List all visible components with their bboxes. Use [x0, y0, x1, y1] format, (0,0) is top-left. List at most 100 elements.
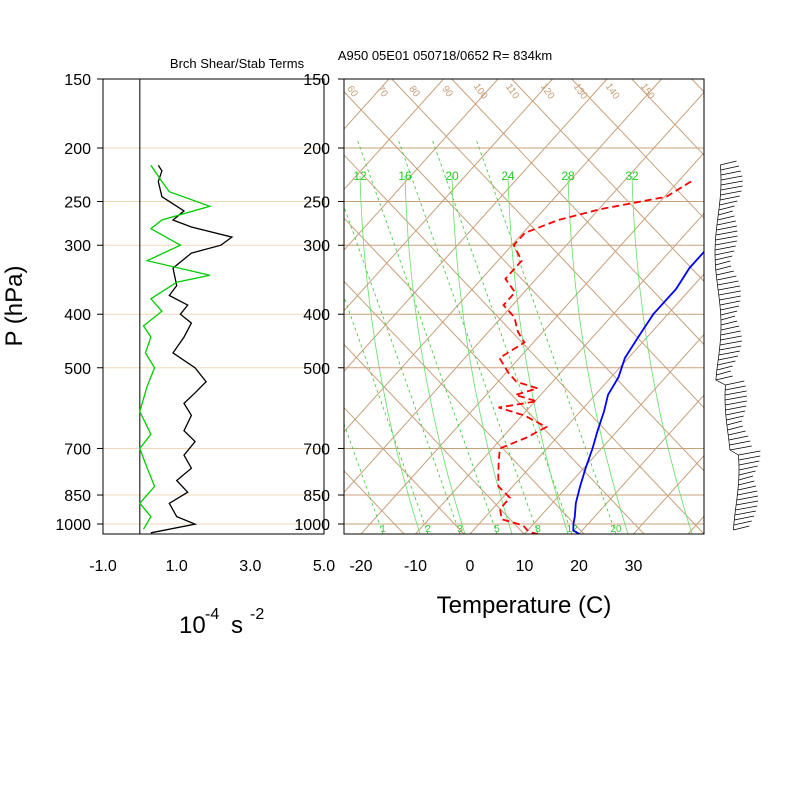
wind-barb: [737, 490, 758, 496]
wind-barb: [724, 395, 748, 401]
wind-barb-staff: [715, 229, 717, 236]
wind-barb: [716, 275, 737, 281]
wind-barb-staff: [715, 369, 718, 376]
panel2-y-tick-label: 200: [303, 141, 330, 158]
wind-barb: [719, 200, 738, 206]
moist-adiabat-label: 32: [625, 169, 639, 183]
wind-barb: [718, 205, 735, 211]
wind-barb: [715, 230, 738, 236]
wind-barb: [738, 450, 761, 456]
wind-barb-staff: [726, 424, 728, 431]
wind-barb-staff: [729, 444, 731, 451]
shear-term-line: [150, 164, 234, 534]
wind-barb: [720, 315, 736, 321]
dry-adiabat-line: [344, 154, 704, 534]
theta-label: 100: [471, 82, 490, 102]
wind-barb: [738, 470, 756, 476]
panel2-title: A950 05E01 050718/0652 R= 834km: [338, 48, 552, 63]
dry-adiabat-line: [451, 79, 704, 346]
wind-barb: [719, 345, 742, 351]
wind-barb: [736, 500, 759, 506]
moist-adiabat-label: 12: [353, 169, 367, 183]
wind-barb: [733, 520, 752, 526]
wind-barb: [736, 495, 759, 501]
wind-barb: [714, 245, 736, 251]
wind-barb: [727, 425, 743, 431]
panel2-y-tick-label: 500: [303, 361, 330, 378]
wind-barb: [718, 285, 740, 291]
wind-barb: [717, 280, 739, 286]
wind-barb: [735, 505, 758, 511]
wind-barb: [725, 410, 746, 416]
mixing-ratio-label: 8: [535, 524, 541, 535]
panel2-y-tick-label: 1000: [294, 517, 330, 534]
isotherm-line: [344, 79, 608, 372]
panel1-y-tick-label: 850: [64, 488, 91, 505]
wind-barb-staff: [728, 439, 730, 446]
panel1-title: Brch Shear/Stab Terms: [170, 56, 305, 71]
wind-barb-staff: [727, 429, 729, 436]
panel1-y-tick-label: 200: [64, 141, 91, 158]
theta-label: 130: [571, 82, 590, 102]
wind-barb: [719, 340, 742, 346]
wind-barb: [717, 215, 735, 221]
mixing-ratio-label: 3: [457, 524, 463, 535]
wind-barb: [738, 480, 755, 486]
wind-barb: [720, 160, 737, 166]
wind-barb: [728, 435, 749, 441]
wind-barb-staff: [733, 514, 736, 521]
isotherm-line: [344, 79, 390, 130]
wind-barb: [719, 300, 741, 306]
panel2-y-tick-label: 700: [303, 441, 330, 458]
isotherm-line: [524, 333, 704, 534]
wind-barb: [720, 325, 740, 331]
panel1-x-tick-label: -1.0: [89, 558, 117, 575]
panel2-x-tick-label: 10: [516, 558, 534, 575]
moist-adiabat-line: [404, 175, 466, 534]
wind-barb-staff: [735, 499, 738, 506]
panel2-y-tick-label: 850: [303, 488, 330, 505]
wind-barb: [738, 455, 761, 461]
dry-adiabat-line: [344, 343, 525, 534]
panel2-x-tick-label: -20: [349, 558, 372, 575]
wind-barb: [725, 385, 746, 391]
mixing-ratio-line: [475, 138, 617, 534]
wind-barb-staff: [718, 294, 720, 301]
wind-barb-staff: [717, 289, 720, 296]
panel1-x-tick-label: 5.0: [313, 558, 335, 575]
mixing-ratio-line: [344, 205, 461, 534]
wind-barb: [720, 180, 743, 186]
stability-term-line: [138, 164, 212, 530]
isotherm-line: [0, 79, 335, 534]
wind-barb: [716, 225, 738, 231]
panel2-y-tick-label: 300: [303, 238, 330, 255]
wind-barb: [725, 405, 747, 411]
wind-barb-staff: [717, 214, 719, 221]
wind-barb: [716, 370, 731, 376]
wind-barb: [729, 445, 752, 451]
dry-adiabat-line: [631, 79, 704, 156]
x-unit-exponent: -4: [205, 606, 219, 623]
theta-label: 140: [603, 82, 622, 102]
panel1-y-tick-label: 500: [64, 361, 91, 378]
wind-barb-staff: [717, 209, 720, 216]
isotherm-line: [0, 79, 226, 534]
isotherm-line: [360, 152, 704, 534]
wind-barb-staff: [719, 344, 721, 351]
moist-adiabat-line: [631, 175, 693, 534]
x-unit-s-exponent: -2: [250, 606, 264, 623]
dewpoint-profile: [497, 180, 692, 534]
wind-barb: [719, 195, 740, 201]
isotherm-line: [469, 273, 704, 534]
dry-adiabat-line: [391, 79, 704, 409]
wind-barb: [728, 430, 746, 436]
wind-barb: [734, 515, 755, 521]
theta-label: 120: [538, 82, 557, 102]
panel2-x-tick-label: 0: [466, 558, 475, 575]
wind-barb-staff: [716, 224, 718, 231]
isotherm-line: [344, 79, 662, 433]
dry-adiabat-line: [344, 280, 585, 534]
moist-adiabat-label: 16: [398, 169, 412, 183]
isotherm-line: [743, 79, 800, 534]
wind-barb-staff: [734, 509, 736, 516]
